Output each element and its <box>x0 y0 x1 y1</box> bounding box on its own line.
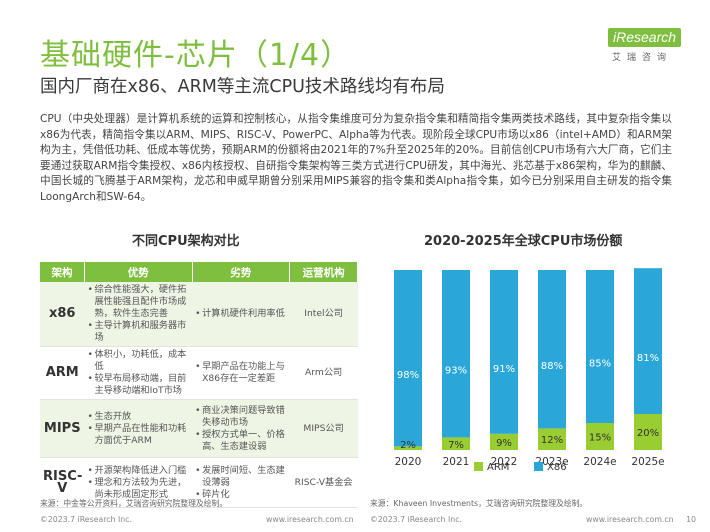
x-tick-label: 2025e <box>631 456 664 468</box>
data-label-x86: 91% <box>493 364 515 375</box>
source-note-left: 来源：中金等公开资料，艾瑞咨询研究院整理及绘制。 <box>40 499 228 508</box>
disadvantages-cell: 早期产品在功能上与X86存在一定差距 <box>192 346 290 400</box>
page-number: 10 <box>686 515 696 524</box>
header-org: 运营机构 <box>289 262 358 282</box>
arch-name: ARM <box>40 346 85 400</box>
footer-copyright: ©2023.7 iResearch Inc. <box>370 515 462 524</box>
cpu-market-share-chart: 98% 2% 2020 93% 7% 2021 91% 9% 2022 88% 12% 2023e 85… <box>394 268 665 473</box>
intro-paragraph: CPU（中央处理器）是计算机系统的运算和控制核心，从指令集维度可分为复杂指令集和… <box>40 113 672 203</box>
bar-x86 <box>442 270 470 438</box>
bar-arm <box>394 446 422 450</box>
advantage-item: 主导计算机和服务器市场 <box>88 320 190 344</box>
chart-title: 2020-2025年全球CPU市场份额 <box>424 234 623 249</box>
source-note-right: 来源：Khaveen Investments，艾瑞咨询研究院整理及绘制。 <box>370 499 588 508</box>
logo-text: iResearch <box>608 28 682 47</box>
advantage-item: 体积小，功耗低，成本低 <box>88 349 190 373</box>
data-label-arm: 15% <box>589 433 611 444</box>
disadvantage-item: 授权方式单一、价格高、生态建设弱 <box>195 429 287 453</box>
cpu-architecture-table: 架构 优势 劣势 运营机构 x86 综合性能强大，硬件拓展性能强且配件市场成熟，… <box>40 262 358 508</box>
data-label-x86: 88% <box>541 361 563 372</box>
data-label-arm: 9% <box>496 438 512 449</box>
arch-name: x86 <box>40 282 85 347</box>
header-advantages: 优势 <box>84 262 193 282</box>
bar-arm <box>634 414 662 450</box>
page-title: 基础硬件-芯片（1/4） <box>40 38 352 73</box>
table-title: 不同CPU架构对比 <box>132 234 240 249</box>
footer-url: www.iresearch.com.cn <box>586 515 674 524</box>
iresearch-logo: iResearch 艾瑞咨询 <box>594 24 686 64</box>
disadvantage-item: 商业决策问题导致错失移动市场 <box>195 405 287 429</box>
advantages-cell: 体积小，功耗低，成本低 较早布局移动端，目前主导移动端和IoT市场 <box>84 346 193 400</box>
footer-copyright: ©2023.7 iResearch Inc. <box>40 515 132 524</box>
table-row: ARM 体积小，功耗低，成本低 较早布局移动端，目前主导移动端和IoT市场 早期… <box>40 346 358 400</box>
advantage-item: 生态开放 <box>88 411 190 423</box>
bar-x86 <box>490 270 518 434</box>
org-name: Arm公司 <box>289 346 358 400</box>
disadvantages-cell: 发展时间短、生态建设薄弱 碎片化 <box>192 457 290 508</box>
table-header-row: 架构 优势 劣势 运营机构 <box>40 262 358 282</box>
arch-name: MIPS <box>40 399 85 458</box>
data-label-x86: 93% <box>445 366 467 377</box>
bar-arm <box>490 433 518 450</box>
arch-name: RISC-V <box>40 457 85 508</box>
data-label-arm: 7% <box>448 440 464 451</box>
table-row: RISC-V 开源架构降低进入门槛 理念和方法较为先进，尚未形成固定形式 发展时… <box>40 457 358 508</box>
table-row: MIPS 生态开放 早期产品在性能和功耗方面优于ARM 商业决策问题导致错失移动… <box>40 399 358 458</box>
x-tick-label: 2022 <box>491 456 518 468</box>
bar-x86 <box>586 270 614 423</box>
data-label-x86: 98% <box>397 370 419 381</box>
x-tick-label: 2024e <box>583 456 616 468</box>
disadvantage-item: 计算机硬件利用率低 <box>195 308 287 320</box>
bar-x86 <box>394 270 422 447</box>
disadvantage-item: 碎片化 <box>195 489 287 501</box>
footer-url: www.iresearch.com.cn <box>266 515 354 524</box>
data-label-arm: 2% <box>400 440 416 451</box>
org-name: Intel公司 <box>289 282 358 347</box>
data-label-x86: 81% <box>637 353 659 364</box>
legend-label-x86: X86 <box>547 462 567 473</box>
page-subtitle: 国内厂商在x86、ARM等主流CPU技术路线均有布局 <box>40 77 445 97</box>
bar-arm <box>586 423 614 450</box>
advantages-cell: 开源架构降低进入门槛 理念和方法较为先进，尚未形成固定形式 <box>84 457 193 508</box>
advantages-cell: 综合性能强大，硬件拓展性能强且配件市场成熟，软件生态完善 主导计算机和服务器市场 <box>84 282 193 347</box>
advantage-item: 综合性能强大，硬件拓展性能强且配件市场成熟，软件生态完善 <box>88 284 190 320</box>
logo-subtext: 艾瑞咨询 <box>612 53 673 63</box>
legend-swatch-x86 <box>534 462 543 471</box>
org-name: MIPS公司 <box>289 399 358 458</box>
org-name: RISC-V基金会 <box>289 457 358 508</box>
disadvantages-cell: 商业决策问题导致错失移动市场 授权方式单一、价格高、生态建设弱 <box>192 399 290 458</box>
x-tick-label: 2023e <box>535 456 568 468</box>
x-tick-label: 2021 <box>443 456 470 468</box>
disadvantages-cell: 计算机硬件利用率低 <box>192 282 290 347</box>
bar-x86 <box>634 268 662 414</box>
advantage-item: 开源架构降低进入门槛 <box>88 465 190 477</box>
bar-arm <box>538 428 566 450</box>
header-arch: 架构 <box>40 262 85 282</box>
bar-arm <box>442 437 470 450</box>
disadvantage-item: 发展时间短、生态建设薄弱 <box>195 465 287 489</box>
advantage-item: 理念和方法较为先进，尚未形成固定形式 <box>88 477 190 501</box>
bar-x86 <box>538 270 566 429</box>
advantage-item: 早期产品在性能和功耗方面优于ARM <box>88 423 190 447</box>
disadvantage-item: 早期产品在功能上与X86存在一定差距 <box>195 361 287 385</box>
data-label-x86: 85% <box>589 359 611 370</box>
data-label-arm: 12% <box>541 435 563 446</box>
legend-swatch-arm <box>474 462 483 471</box>
advantages-cell: 生态开放 早期产品在性能和功耗方面优于ARM <box>84 399 193 458</box>
header-disadvantages: 劣势 <box>192 262 291 282</box>
legend-label-arm: ARM <box>487 462 509 473</box>
advantage-item: 较早布局移动端，目前主导移动端和IoT市场 <box>88 373 190 397</box>
data-label-arm: 20% <box>637 428 659 439</box>
x-tick-label: 2020 <box>395 456 422 468</box>
table-row: x86 综合性能强大，硬件拓展性能强且配件市场成熟，软件生态完善 主导计算机和服… <box>40 282 358 347</box>
